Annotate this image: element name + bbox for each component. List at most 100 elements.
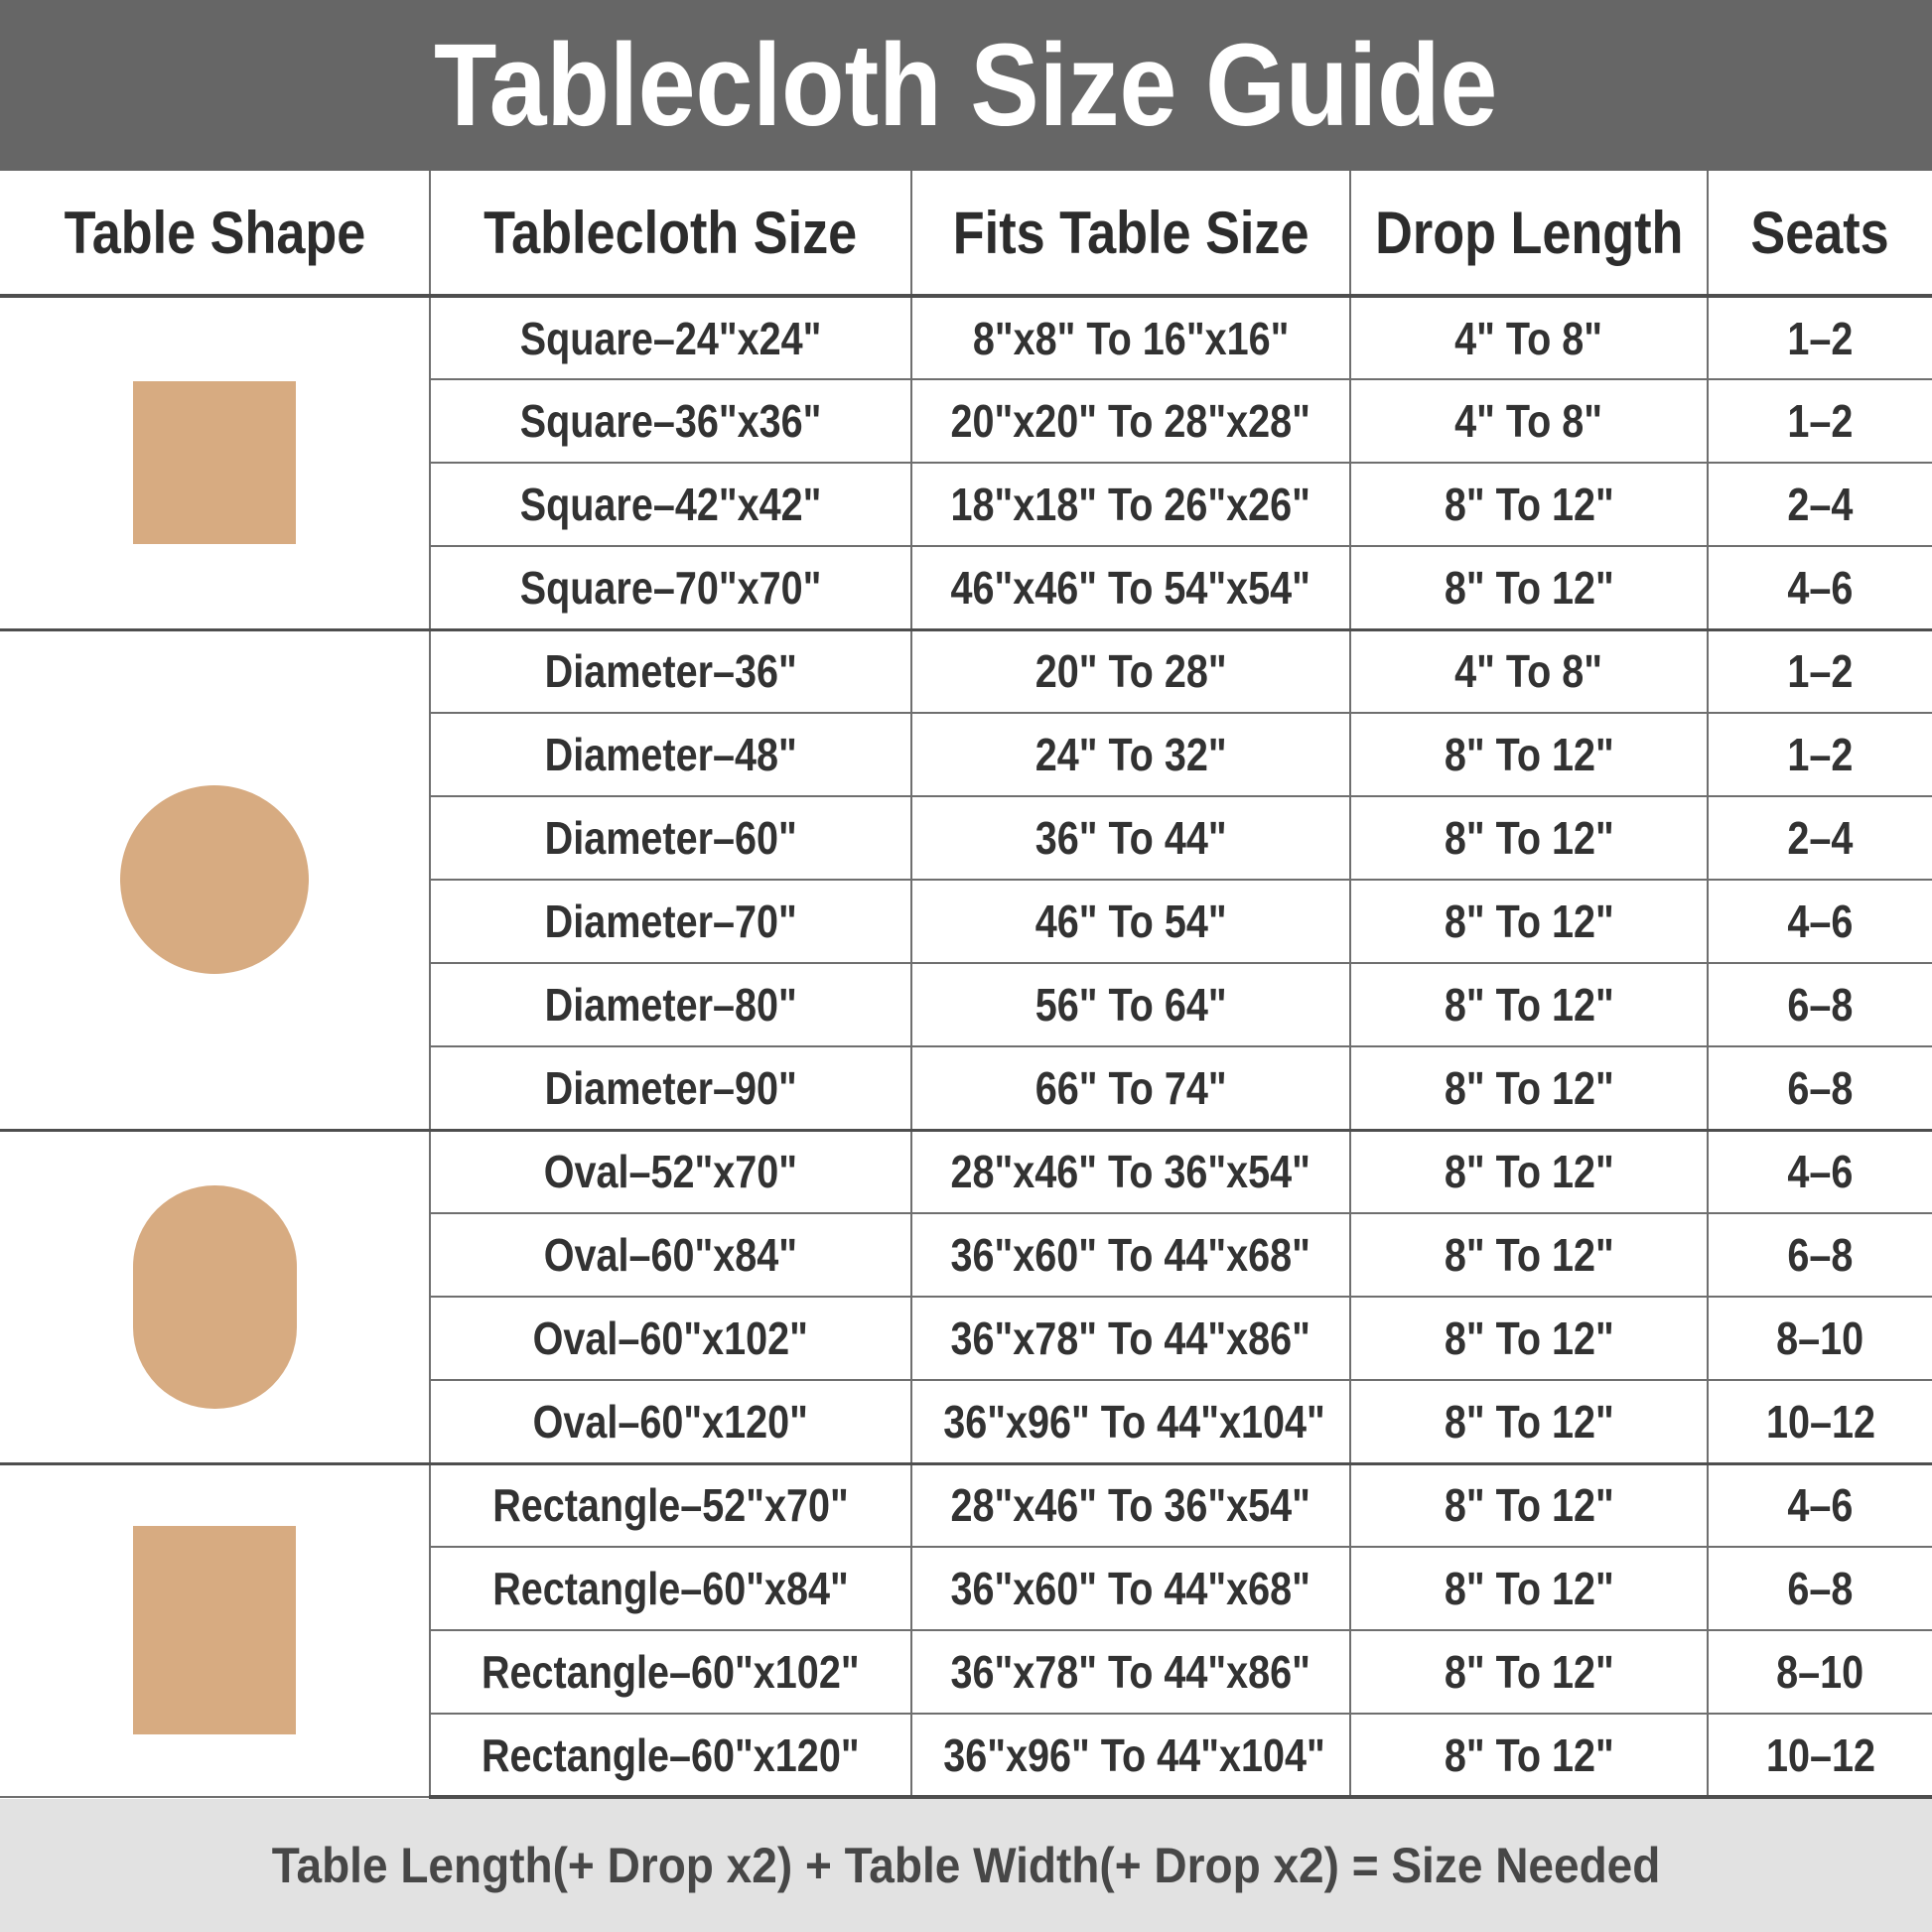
size-cell: Diameter–48" xyxy=(429,712,912,797)
fits-value: 18"x18" To 26"x26" xyxy=(950,479,1311,530)
formula-bar: Table Length(+ Drop x2) + Table Width(+ … xyxy=(0,1799,1932,1932)
size-cell: Oval–52"x70" xyxy=(429,1128,912,1214)
seats-cell: 8–10 xyxy=(1707,1296,1932,1381)
seats-cell: 6–8 xyxy=(1707,1212,1932,1298)
seats-cell: 4–6 xyxy=(1707,1128,1932,1214)
fits-value: 36" To 44" xyxy=(1035,812,1227,864)
fits-value: 36"x96" To 44"x104" xyxy=(943,1395,1325,1448)
drop-cell: 8" To 12" xyxy=(1349,1045,1709,1131)
drop-cell: 8" To 12" xyxy=(1349,1461,1709,1548)
fits-cell: 24" To 32" xyxy=(910,712,1351,797)
seats-value: 6–8 xyxy=(1787,1229,1854,1281)
shape-cell-circle xyxy=(0,627,431,1131)
size-cell: Diameter–70" xyxy=(429,879,912,964)
seats-value: 4–6 xyxy=(1787,1479,1854,1532)
table-row: Diameter–70" 46" To 54" 8" To 12" 4–6 xyxy=(0,879,1932,964)
table-row: Oval–60"x120" 36"x96" To 44"x104" 8" To 12… xyxy=(0,1379,1932,1464)
size-value: Square–24"x24" xyxy=(519,312,822,364)
column-header-table-shape: Table Shape xyxy=(0,171,431,298)
fits-cell: 18"x18" To 26"x26" xyxy=(910,462,1351,547)
drop-value: 8" To 12" xyxy=(1444,979,1614,1031)
seats-value: 4–6 xyxy=(1787,1146,1854,1198)
fits-cell: 20"x20" To 28"x28" xyxy=(910,378,1351,464)
page-title-text: Tablecloth Size Guide xyxy=(434,20,1498,151)
drop-value: 8" To 12" xyxy=(1444,1146,1614,1198)
size-value: Square–70"x70" xyxy=(519,561,822,614)
fits-value: 28"x46" To 36"x54" xyxy=(950,1146,1311,1198)
drop-cell: 8" To 12" xyxy=(1349,962,1709,1047)
fits-value: 8"x8" To 16"x16" xyxy=(972,312,1290,364)
page-title: Tablecloth Size Guide xyxy=(361,27,1570,144)
drop-value: 4" To 8" xyxy=(1454,395,1603,447)
table-row: Rectangle–60"x120" 36"x96" To 44"x104" 8" … xyxy=(0,1713,1932,1799)
size-value: Diameter–80" xyxy=(544,979,797,1031)
table-row: Square–36"x36" 20"x20" To 28"x28" 4" To 8"… xyxy=(0,378,1932,464)
seats-cell: 1–2 xyxy=(1707,712,1932,797)
drop-cell: 4" To 8" xyxy=(1349,294,1709,380)
seats-value: 2–4 xyxy=(1787,479,1854,530)
drop-cell: 8" To 12" xyxy=(1349,795,1709,881)
fits-value: 36"x78" To 44"x86" xyxy=(950,1312,1311,1364)
drop-value: 8" To 12" xyxy=(1444,1395,1614,1448)
size-value: Rectangle–60"x102" xyxy=(482,1646,860,1698)
drop-cell: 8" To 12" xyxy=(1349,712,1709,797)
table-row: Oval–60"x102" 36"x78" To 44"x86" 8" To 12"… xyxy=(0,1296,1932,1381)
drop-value: 8" To 12" xyxy=(1444,1061,1614,1114)
fits-cell: 20" To 28" xyxy=(910,627,1351,714)
fits-value: 46"x46" To 54"x54" xyxy=(950,561,1311,614)
fits-cell: 28"x46" To 36"x54" xyxy=(910,1128,1351,1214)
drop-cell: 4" To 8" xyxy=(1349,627,1709,714)
drop-value: 8" To 12" xyxy=(1444,561,1614,614)
table-row: Square–42"x42" 18"x18" To 26"x26" 8" To 12… xyxy=(0,462,1932,547)
drop-value: 8" To 12" xyxy=(1444,1229,1614,1281)
fits-value: 36"x60" To 44"x68" xyxy=(950,1563,1311,1614)
shape-cell-oval xyxy=(0,1128,431,1464)
fits-cell: 36"x60" To 44"x68" xyxy=(910,1546,1351,1631)
size-cell: Rectangle–60"x120" xyxy=(429,1713,912,1799)
fits-cell: 46" To 54" xyxy=(910,879,1351,964)
size-guide-table: Table Shape Tablecloth Size Fits Table S… xyxy=(0,171,1932,1799)
drop-cell: 8" To 12" xyxy=(1349,1296,1709,1381)
seats-cell: 2–4 xyxy=(1707,795,1932,881)
drop-cell: 8" To 12" xyxy=(1349,1379,1709,1464)
seats-value: 6–8 xyxy=(1787,1563,1854,1614)
size-cell: Oval–60"x102" xyxy=(429,1296,912,1381)
seats-value: 8–10 xyxy=(1776,1646,1864,1698)
size-value: Diameter–36" xyxy=(544,645,797,698)
seats-cell: 6–8 xyxy=(1707,1546,1932,1631)
size-value: Diameter–90" xyxy=(544,1061,797,1114)
drop-cell: 8" To 12" xyxy=(1349,462,1709,547)
seats-value: 1–2 xyxy=(1787,312,1854,364)
table-row: Diameter–90" 66" To 74" 8" To 12" 6–8 xyxy=(0,1045,1932,1131)
seats-value: 2–4 xyxy=(1787,812,1854,864)
fits-value: 28"x46" To 36"x54" xyxy=(950,1479,1311,1532)
drop-cell: 8" To 12" xyxy=(1349,1629,1709,1715)
fits-value: 36"x78" To 44"x86" xyxy=(950,1646,1311,1698)
size-value: Square–36"x36" xyxy=(519,395,822,447)
header-row: Table Shape Tablecloth Size Fits Table S… xyxy=(0,171,1932,298)
seats-cell: 4–6 xyxy=(1707,545,1932,630)
drop-value: 8" To 12" xyxy=(1444,1479,1614,1532)
drop-value: 8" To 12" xyxy=(1444,1563,1614,1614)
table-row: Rectangle–52"x70" 28"x46" To 36"x54" 8" To… xyxy=(0,1461,1932,1798)
seats-cell: 4–6 xyxy=(1707,1461,1932,1548)
size-cell: Diameter–90" xyxy=(429,1045,912,1131)
size-value: Square–42"x42" xyxy=(519,479,822,530)
drop-value: 8" To 12" xyxy=(1444,1646,1614,1698)
drop-cell: 8" To 12" xyxy=(1349,1128,1709,1214)
drop-cell: 8" To 12" xyxy=(1349,1212,1709,1298)
drop-value: 8" To 12" xyxy=(1444,479,1614,530)
drop-value: 8" To 12" xyxy=(1444,729,1614,780)
table-row: Oval–60"x84" 36"x60" To 44"x68" 8" To 12" 6… xyxy=(0,1212,1932,1298)
size-cell: Square–24"x24" xyxy=(429,294,912,380)
drop-value: 8" To 12" xyxy=(1444,896,1614,947)
oval-shape xyxy=(132,1184,297,1409)
seats-value: 6–8 xyxy=(1787,1061,1854,1114)
seats-cell: 4–6 xyxy=(1707,879,1932,964)
seats-cell: 8–10 xyxy=(1707,1629,1932,1715)
seats-cell: 6–8 xyxy=(1707,1045,1932,1131)
size-cell: Rectangle–52"x70" xyxy=(429,1461,912,1548)
table-row: Diameter–36" 20" To 28" 4" To 8" 1–2 xyxy=(0,627,1932,1131)
size-value: Rectangle–60"x120" xyxy=(482,1728,860,1781)
